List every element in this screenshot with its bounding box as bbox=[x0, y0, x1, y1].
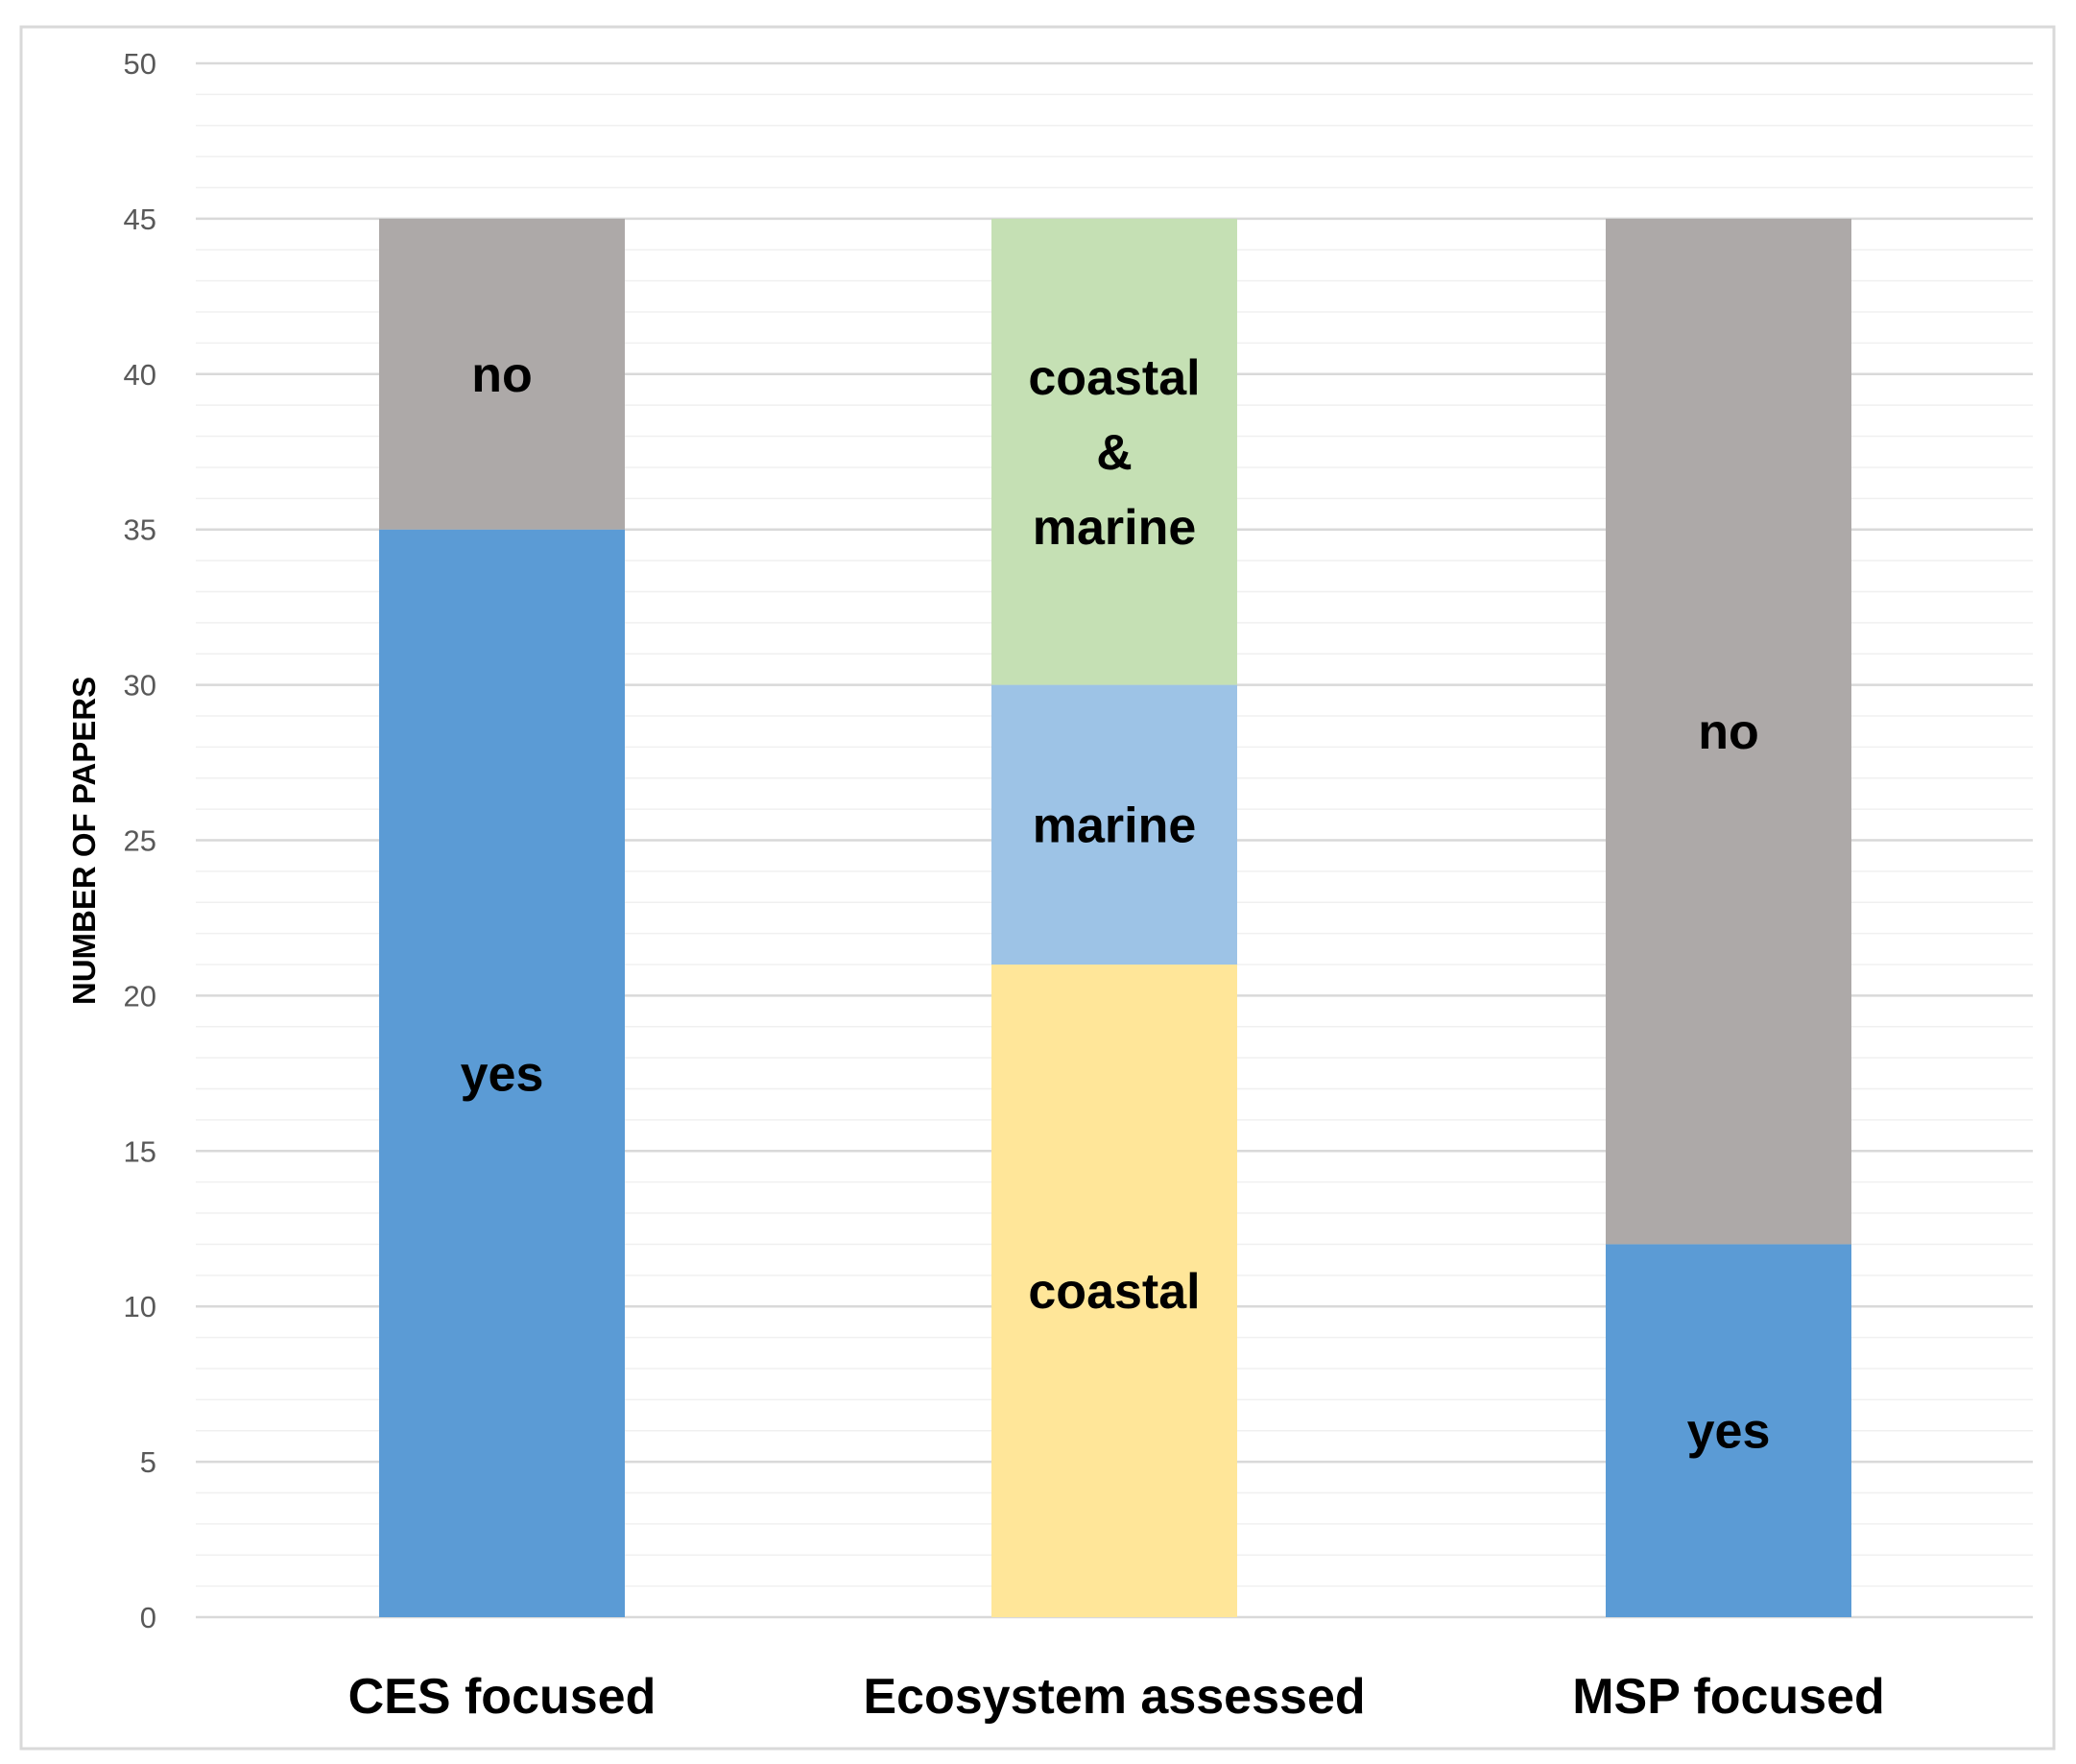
y-tick-label: 35 bbox=[124, 513, 156, 547]
y-axis-title: NUMBER OF PAPERS bbox=[66, 677, 102, 1005]
x-category-label: CES focused bbox=[348, 1669, 656, 1725]
bar-segment-yes bbox=[379, 529, 625, 1618]
y-tick-label: 0 bbox=[140, 1601, 156, 1634]
segment-label: coastal bbox=[1028, 1264, 1200, 1320]
segment-label: coastal & marine bbox=[1028, 350, 1200, 556]
y-tick-label: 30 bbox=[124, 669, 156, 703]
y-tick-label: 20 bbox=[124, 979, 156, 1013]
x-category-label: MSP focused bbox=[1572, 1669, 1885, 1725]
y-tick-label: 25 bbox=[124, 824, 156, 858]
bar-segment-yes bbox=[1606, 1244, 1851, 1617]
bar-segment-no bbox=[1606, 218, 1851, 1245]
segment-label: yes bbox=[461, 1046, 544, 1102]
segment-label: no bbox=[1698, 704, 1759, 760]
y-tick-label: 15 bbox=[124, 1134, 156, 1168]
bar-segment-marine bbox=[991, 684, 1237, 965]
y-tick-label: 50 bbox=[124, 47, 156, 81]
y-tick-label: 45 bbox=[124, 203, 156, 236]
segment-label: yes bbox=[1687, 1404, 1771, 1460]
x-category-label: Ecosystem assessed bbox=[863, 1669, 1365, 1725]
bar-segment-no bbox=[379, 218, 625, 530]
y-tick-label: 10 bbox=[124, 1290, 156, 1323]
bar-segment-coastal bbox=[991, 965, 1237, 1617]
bar-segment-coastal-marine bbox=[991, 218, 1237, 685]
segment-label: no bbox=[471, 347, 533, 403]
y-tick-label: 5 bbox=[140, 1445, 156, 1479]
y-tick-label: 40 bbox=[124, 358, 156, 392]
segment-label: marine bbox=[1033, 798, 1197, 853]
